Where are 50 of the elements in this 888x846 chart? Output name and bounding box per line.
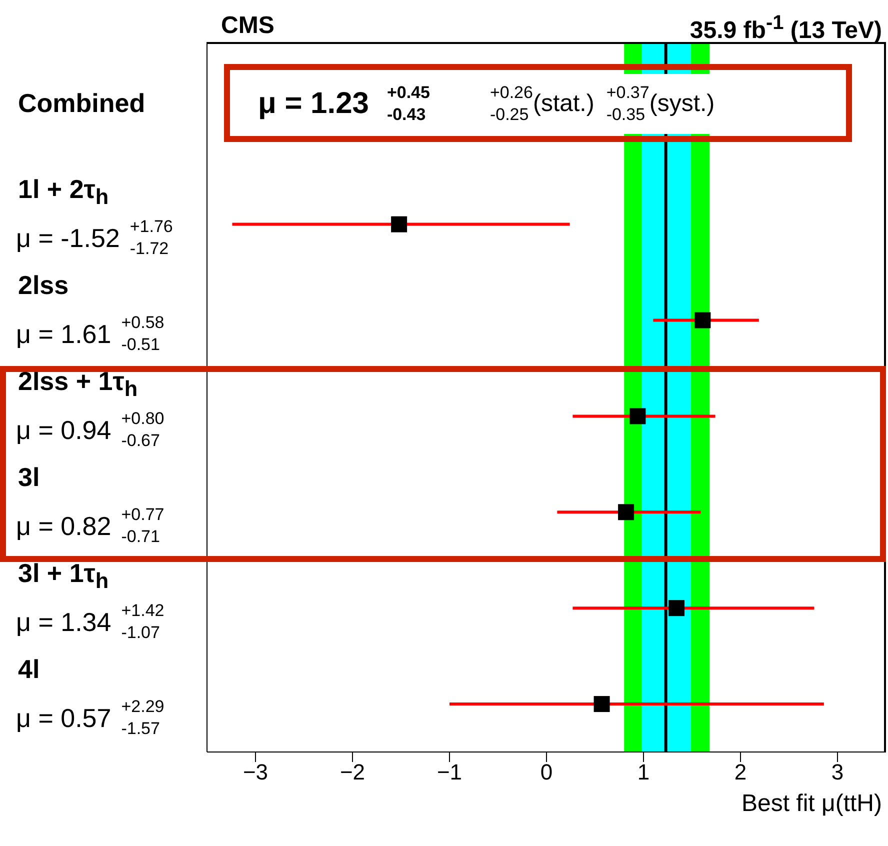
annotation: μ = 1.23: [258, 87, 369, 120]
annotation: -0.25: [490, 105, 529, 124]
point: [391, 216, 408, 232]
x-tick-label: −2: [340, 760, 366, 785]
annotation: -0.35: [606, 105, 646, 124]
data-label: μ = 0.94: [16, 414, 112, 446]
point: [668, 600, 684, 616]
y-tick-label: Combined: [18, 88, 146, 118]
point: [618, 504, 634, 520]
text: +2.29: [121, 697, 164, 716]
x-tick-label: 1: [637, 760, 650, 785]
point: [694, 312, 711, 328]
text: +1.76: [130, 217, 173, 236]
annotation: +0.26: [490, 83, 533, 102]
y-tick-label: 3l: [18, 462, 40, 492]
text: -0.51: [121, 335, 160, 354]
text: +1.42: [121, 601, 164, 620]
text: +0.58: [121, 313, 164, 332]
annotation: +0.45: [386, 83, 430, 102]
y-tick-label: 2lss: [18, 270, 69, 300]
y-tick-label: 2lss + 1τ$_{h}$: [18, 366, 138, 402]
chart-title: CMS: [221, 12, 274, 39]
data-label: μ = 0.82: [16, 510, 112, 542]
text: -0.67: [121, 431, 160, 450]
annotation: (syst.): [649, 90, 715, 117]
y-tick-label: 1l + 2τ$_{h}$: [18, 174, 109, 210]
data-label: μ = -1.52: [16, 222, 120, 254]
chart-subtitle: 35.9 fb$^{-1}$ (13 TeV): [690, 12, 882, 44]
data-label: μ = 0.57: [16, 702, 112, 734]
annotation: (stat.): [532, 90, 594, 117]
text: +0.80: [121, 409, 164, 428]
text: -0.71: [121, 527, 160, 546]
annotation: +0.37: [606, 83, 650, 102]
text: -1.07: [121, 623, 160, 642]
x-tick-label: 0: [540, 760, 553, 785]
point: [630, 408, 646, 424]
x-tick-label: −3: [242, 760, 268, 785]
data-label: μ = 1.61: [16, 318, 112, 350]
text: -1.72: [130, 239, 169, 258]
x-axis-title: Best fit μ(ttH): [741, 790, 882, 817]
text: +0.77: [121, 505, 164, 524]
x-tick-label: −1: [436, 760, 462, 785]
annotation: -0.43: [386, 105, 426, 124]
y-tick-label: 3l + 1τ$_{h}$: [18, 558, 109, 594]
point: [594, 696, 610, 712]
y-tick-label: 4l: [18, 654, 40, 684]
x-tick-label: 3: [831, 760, 844, 785]
x-tick-label: 2: [734, 760, 747, 785]
text: -1.57: [121, 719, 160, 738]
data-label: μ = 1.34: [16, 606, 112, 638]
